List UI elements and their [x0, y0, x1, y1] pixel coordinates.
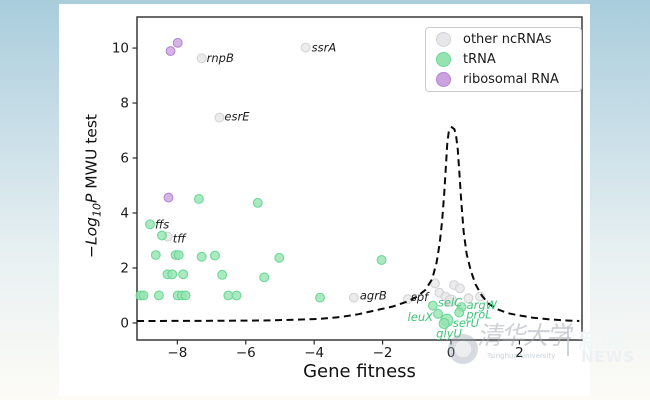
legend-item-other-ncrnas: other ncRNAs: [426, 32, 581, 48]
scatter-point: [157, 230, 167, 241]
scatter-point: [150, 250, 161, 261]
scatter-point: [348, 292, 359, 303]
scatter-point: [172, 37, 183, 48]
scatter-point: [444, 294, 458, 307]
scatter-point: [180, 290, 191, 301]
y-tick-label: 2: [120, 260, 129, 276]
point-label: selC: [438, 296, 462, 310]
y-tick-label: 6: [120, 151, 129, 167]
x-tick-label: 2: [515, 345, 524, 361]
scatter-point: [196, 53, 207, 64]
legend-swatch-trna-icon: [436, 51, 451, 67]
point-label: argW: [467, 298, 498, 312]
point-label: tff: [173, 232, 188, 246]
legend-item-trna: tRNA: [426, 51, 581, 67]
scatter-point: [454, 307, 465, 318]
x-tick-label: 0: [447, 345, 456, 361]
point-label: leuX: [408, 310, 435, 324]
scatter-point: [223, 290, 234, 301]
scatter-point: [196, 251, 207, 262]
scatter-point: [300, 42, 311, 53]
scatter-point: [427, 300, 438, 311]
scatter-point: [259, 272, 270, 283]
x-tick-label: −4: [304, 345, 324, 361]
point-label: ssrA: [312, 41, 337, 55]
scatter-point: [252, 197, 263, 208]
legend-swatch-ribosomal-rna-icon: [436, 71, 451, 87]
scatter-point: [463, 293, 474, 304]
scatter-point: [165, 46, 176, 57]
point-label: serU: [453, 316, 480, 330]
scatter-point: [138, 290, 149, 301]
scatter-point: [214, 112, 225, 123]
point-label: proL: [465, 308, 491, 322]
scatter-point: [217, 269, 228, 280]
scatter-point: [376, 255, 387, 265]
legend-label: other ncRNAs: [463, 32, 552, 48]
legend-label: ribosomal RNA: [463, 71, 559, 87]
scatter-point: [315, 292, 325, 303]
plot-border: [136, 16, 583, 341]
scatter-point: [163, 192, 174, 203]
y-axis-label: −Log10P MWU test: [82, 114, 104, 258]
y-tick-label: 8: [120, 96, 129, 112]
point-label: spf: [411, 290, 430, 304]
scatter-point: [438, 317, 450, 330]
legend-label: tRNA: [463, 51, 496, 67]
y-tick-label: 4: [120, 205, 129, 221]
point-label: agrB: [360, 289, 387, 303]
scatter-point: [178, 269, 189, 280]
scatter-point: [173, 250, 184, 261]
scatter-point: [153, 290, 164, 301]
point-label: rnpB: [207, 51, 234, 65]
x-tick-label: −2: [373, 345, 393, 361]
legend-swatch-other-ncrnas-icon: [436, 32, 451, 48]
x-tick-label: −6: [236, 345, 256, 361]
scatter-point: [193, 194, 204, 204]
legend: other ncRNAs tRNA ribosomal RNA: [425, 27, 582, 92]
scatter-point: [433, 308, 443, 319]
legend-item-ribosomal-rna: ribosomal RNA: [426, 71, 581, 87]
x-tick-label: −8: [167, 345, 187, 361]
y-tick-label: 0: [120, 315, 129, 331]
scatter-point: [231, 290, 242, 301]
scatter-point: [454, 283, 465, 294]
point-label: esrE: [224, 110, 250, 124]
scatter-point: [167, 269, 178, 280]
scatter-point: [274, 252, 285, 263]
x-axis-label: Gene fitness: [303, 361, 416, 382]
point-label: ffs: [155, 217, 169, 231]
y-tick-label: 10: [112, 41, 129, 57]
scatter-point: [210, 250, 220, 261]
threshold-curve: [136, 125, 580, 322]
scatter-point: [145, 219, 155, 230]
point-label: glyU: [436, 327, 462, 341]
